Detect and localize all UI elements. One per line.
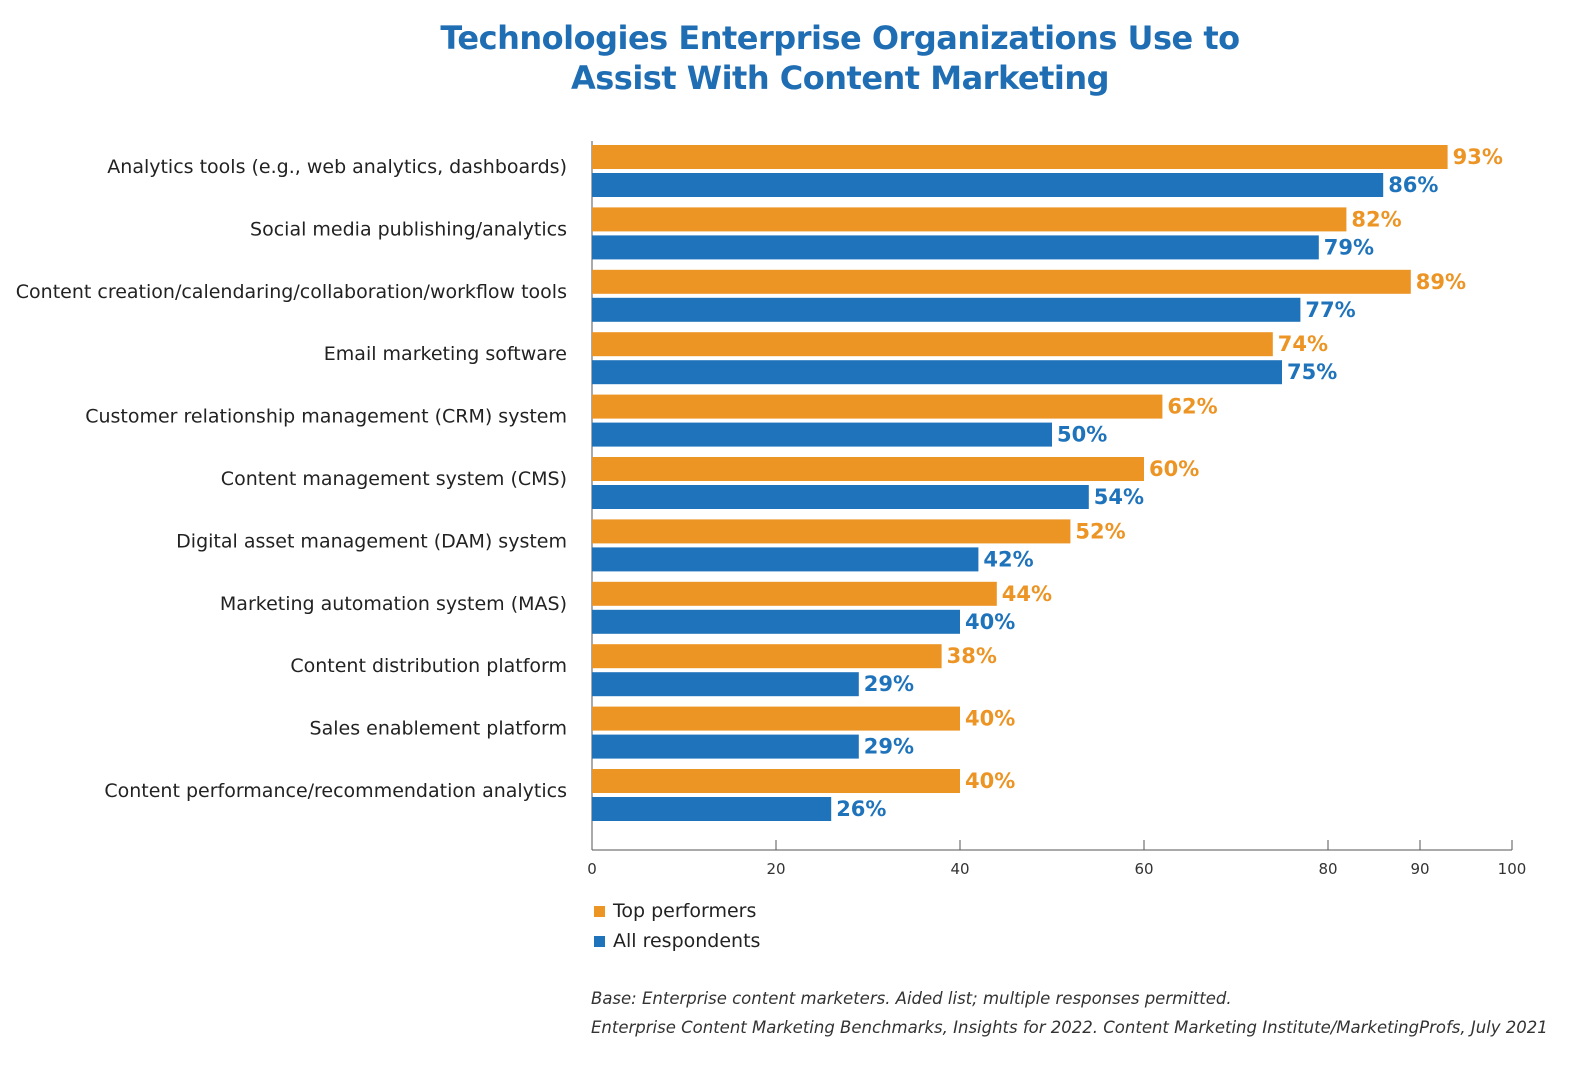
value-label-top-performers-2: 89%	[1416, 270, 1466, 294]
legend-swatch-all-respondents	[594, 935, 605, 947]
category-label-content-distribution-platform: Content distribution platform	[290, 655, 567, 677]
bar-top-performers-5	[592, 457, 1144, 481]
category-label-content-management-system-cms: Content management system (CMS)	[221, 468, 567, 490]
bar-all-respondents-8	[592, 672, 859, 697]
legend-item-all-respondents: All respondents	[594, 926, 760, 956]
value-label-all-respondents-6: 42%	[983, 547, 1033, 571]
bar-top-performers-8	[592, 644, 942, 669]
source-citation: Enterprise Content Marketing Benchmarks,…	[591, 1018, 1548, 1037]
value-label-all-respondents-5: 54%	[1094, 485, 1144, 509]
bar-all-respondents-5	[592, 485, 1089, 509]
value-label-all-respondents-10: 26%	[836, 797, 886, 821]
bar-all-respondents-4	[592, 422, 1052, 447]
bar-top-performers-1	[592, 207, 1347, 232]
bar-all-respondents-9	[592, 734, 859, 759]
category-label-sales-enablement-platform: Sales enablement platform	[310, 718, 567, 740]
bar-top-performers-0	[592, 145, 1448, 169]
bar-all-respondents-1	[592, 235, 1319, 260]
category-label-marketing-automation-system-mas: Marketing automation system (MAS)	[220, 593, 567, 615]
bar-top-performers-3	[592, 332, 1273, 357]
value-label-all-respondents-8: 29%	[864, 672, 914, 696]
bar-top-performers-4	[592, 394, 1163, 419]
category-label-content-performance-recommendation-analytics: Content performance/recommendation analy…	[104, 780, 567, 802]
value-label-top-performers-3: 74%	[1278, 332, 1328, 356]
value-label-all-respondents-0: 86%	[1388, 173, 1438, 197]
value-label-top-performers-9: 40%	[965, 707, 1015, 731]
x-tick-label-20: 20	[766, 860, 785, 878]
value-label-top-performers-10: 40%	[965, 769, 1015, 793]
legend-label-all-respondents: All respondents	[613, 930, 761, 952]
bar-all-respondents-2	[592, 297, 1301, 322]
value-label-all-respondents-7: 40%	[965, 610, 1015, 634]
category-label-customer-relationship-management-crm-system: Customer relationship management (CRM) s…	[85, 406, 567, 428]
chart-title-line-2: Assist With Content Marketing	[570, 59, 1110, 97]
bar-top-performers-7	[592, 581, 997, 606]
x-tick-label-90: 90	[1410, 860, 1429, 878]
value-label-top-performers-5: 60%	[1149, 457, 1199, 481]
bar-chart: 0 20 40 60 80 90 100 Analytics tools (e.g., web…	[16, 141, 1527, 878]
category-label-digital-asset-management-dam-system: Digital asset management (DAM) system	[176, 530, 567, 552]
category-label-content-creation-calendaring-collaboration-workflow-tools: Content creation/calendaring/collaborati…	[16, 281, 567, 303]
value-label-top-performers-1: 82%	[1351, 207, 1401, 231]
legend-swatch-top-performers	[594, 905, 605, 917]
bar-all-respondents-3	[592, 360, 1282, 385]
legend-label-top-performers: Top performers	[613, 900, 757, 922]
category-label-analytics-tools-e-g-web-analytics-dashboards: Analytics tools (e.g., web analytics, da…	[107, 156, 567, 178]
source-notes: Base: Enterprise content marketers. Aide…	[591, 984, 1548, 1042]
bar-all-respondents-6	[592, 547, 979, 572]
bar-top-performers-6	[592, 519, 1071, 544]
legend: Top performers All respondents	[594, 896, 760, 956]
category-label-email-marketing-software: Email marketing software	[324, 343, 567, 365]
x-tick-label-80: 80	[1318, 860, 1337, 878]
value-label-top-performers-6: 52%	[1075, 519, 1125, 543]
chart-title-line-1: Technologies Enterprise Organizations Us…	[440, 19, 1240, 57]
x-tick-label-0: 0	[587, 860, 597, 878]
x-tick-label-100: 100	[1498, 860, 1527, 878]
legend-item-top-performers: Top performers	[594, 896, 760, 926]
chart-title: Technologies Enterprise Organizations Us…	[0, 18, 1576, 98]
bar-top-performers-10	[592, 769, 960, 793]
category-label-social-media-publishing-analytics: Social media publishing/analytics	[250, 218, 567, 240]
value-label-top-performers-4: 62%	[1167, 395, 1217, 419]
base-note: Base: Enterprise content marketers. Aide…	[591, 989, 1232, 1008]
bar-all-respondents-10	[592, 797, 832, 821]
bar-top-performers-2	[592, 269, 1411, 294]
bar-all-respondents-7	[592, 609, 960, 634]
value-label-top-performers-7: 44%	[1002, 582, 1052, 606]
value-label-top-performers-0: 93%	[1453, 145, 1503, 169]
value-label-top-performers-8: 38%	[947, 644, 997, 668]
value-label-all-respondents-2: 77%	[1305, 298, 1355, 322]
bar-all-respondents-0	[592, 173, 1384, 197]
bar-top-performers-9	[592, 706, 960, 731]
x-tick-label-40: 40	[950, 860, 969, 878]
x-tick-label-60: 60	[1134, 860, 1153, 878]
value-label-all-respondents-1: 79%	[1324, 235, 1374, 259]
value-label-all-respondents-9: 29%	[864, 735, 914, 759]
value-label-all-respondents-4: 50%	[1057, 423, 1107, 447]
value-label-all-respondents-3: 75%	[1287, 360, 1337, 384]
